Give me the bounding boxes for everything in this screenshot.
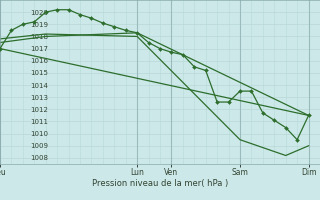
X-axis label: Pression niveau de la mer( hPa ): Pression niveau de la mer( hPa ) <box>92 179 228 188</box>
